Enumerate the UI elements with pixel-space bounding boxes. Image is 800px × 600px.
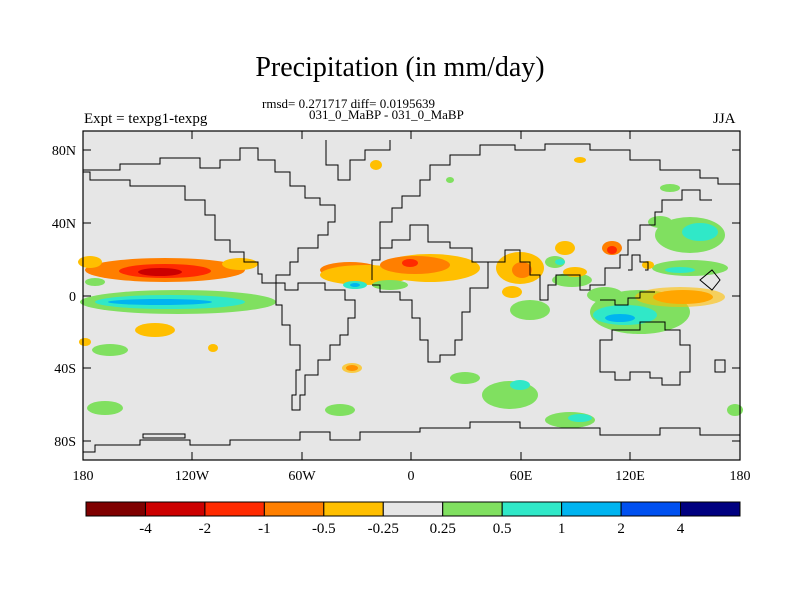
axis-ticks [82,131,741,460]
anomaly-yellow [635,287,725,307]
experiment-cases: 031_0_MaBP - 031_0_MaBP [309,107,464,122]
lon-label: 60W [288,469,316,484]
lon-label: 120W [175,469,210,484]
anomaly-green [372,280,408,290]
experiment-label: Expt = texpg1-texpg [84,111,208,127]
anomaly-yellow [370,160,382,170]
colorbar-swatch [85,501,146,517]
anomaly-lightblue [108,299,212,305]
colorbar-swatch [144,501,206,517]
lon-label: 180 [73,469,94,484]
lon-label: 120E [615,469,645,484]
lon-label: 60E [510,469,533,484]
colorbar-swatch [204,501,265,517]
anomaly-lightblue [605,314,635,322]
anomaly-yellow [208,344,218,352]
season-label: JJA [713,111,736,127]
anomaly-cyan [510,380,530,390]
anomaly-cyan [682,223,718,241]
lon-label: 0 [408,469,415,484]
colorbar-label: 4 [677,521,685,537]
anomaly-green [87,401,123,415]
anomaly-yellow [78,256,102,268]
colorbar-swatch [561,501,622,517]
colorbar-swatch [323,501,384,517]
colorbar-swatch [442,501,503,517]
anomaly-red [402,259,418,267]
anomaly-yellow [555,241,575,255]
anomaly-yellow [222,258,258,270]
colorbar-label: -1 [258,521,271,537]
anomaly-green [648,216,672,228]
anomaly-green [660,184,680,192]
anomaly-yellow [502,286,522,298]
anomaly-green [552,273,592,287]
anomaly-green [727,404,743,416]
plot-title: Precipitation (in mm/day) [255,52,545,83]
lat-label: 0 [69,290,76,305]
anomaly-green [510,300,550,320]
colorbar-label: 0.5 [493,521,512,537]
colorbar-label: 1 [558,521,566,537]
anomaly-green [450,372,480,384]
rmsd-diff-stats: rmsd= 0.271717 diff= 0.0195639 [262,96,435,111]
colorbar-label: -4 [139,521,152,537]
colorbar-swatch [501,501,563,517]
lat-label: 40N [52,217,76,232]
colorbar-swatch [680,501,741,517]
anomaly-green [85,278,105,286]
anomaly-green [587,287,623,303]
anomaly-cyan [555,259,565,265]
colorbar [85,501,741,517]
anomaly-orange [512,262,532,278]
anomaly-yellow [79,338,91,346]
anomaly-yellow [574,157,586,163]
anomaly-red [607,246,617,254]
anomaly-yellow [135,323,175,337]
coastlines [83,140,740,453]
anomaly-cyan [568,414,592,422]
colorbar-label: 2 [617,521,625,537]
anomaly-yellow [342,363,362,373]
lon-label: 180 [730,469,751,484]
colorbar-label: -2 [199,521,212,537]
anomaly-green [325,404,355,416]
colorbar-labels: -4 -2 -1 -0.5 -0.25 0.25 0.5 1 2 4 [139,521,685,537]
anomaly-green [92,344,128,356]
colorbar-swatch [620,501,682,517]
lat-label: 40S [54,362,76,377]
lat-label: 80N [52,144,76,159]
colorbar-label: -0.5 [312,521,336,537]
colorbar-swatch [263,501,325,517]
colorbar-label: -0.25 [368,521,399,537]
anomaly-green [446,177,454,183]
colorbar-label: 0.25 [430,521,456,537]
anomaly-darkred [138,268,182,276]
anomaly-patches [78,157,743,428]
anomaly-lightblue [350,283,360,287]
anomaly-cyan [665,267,695,273]
colorbar-swatch [382,501,444,517]
lat-label: 80S [54,435,76,450]
